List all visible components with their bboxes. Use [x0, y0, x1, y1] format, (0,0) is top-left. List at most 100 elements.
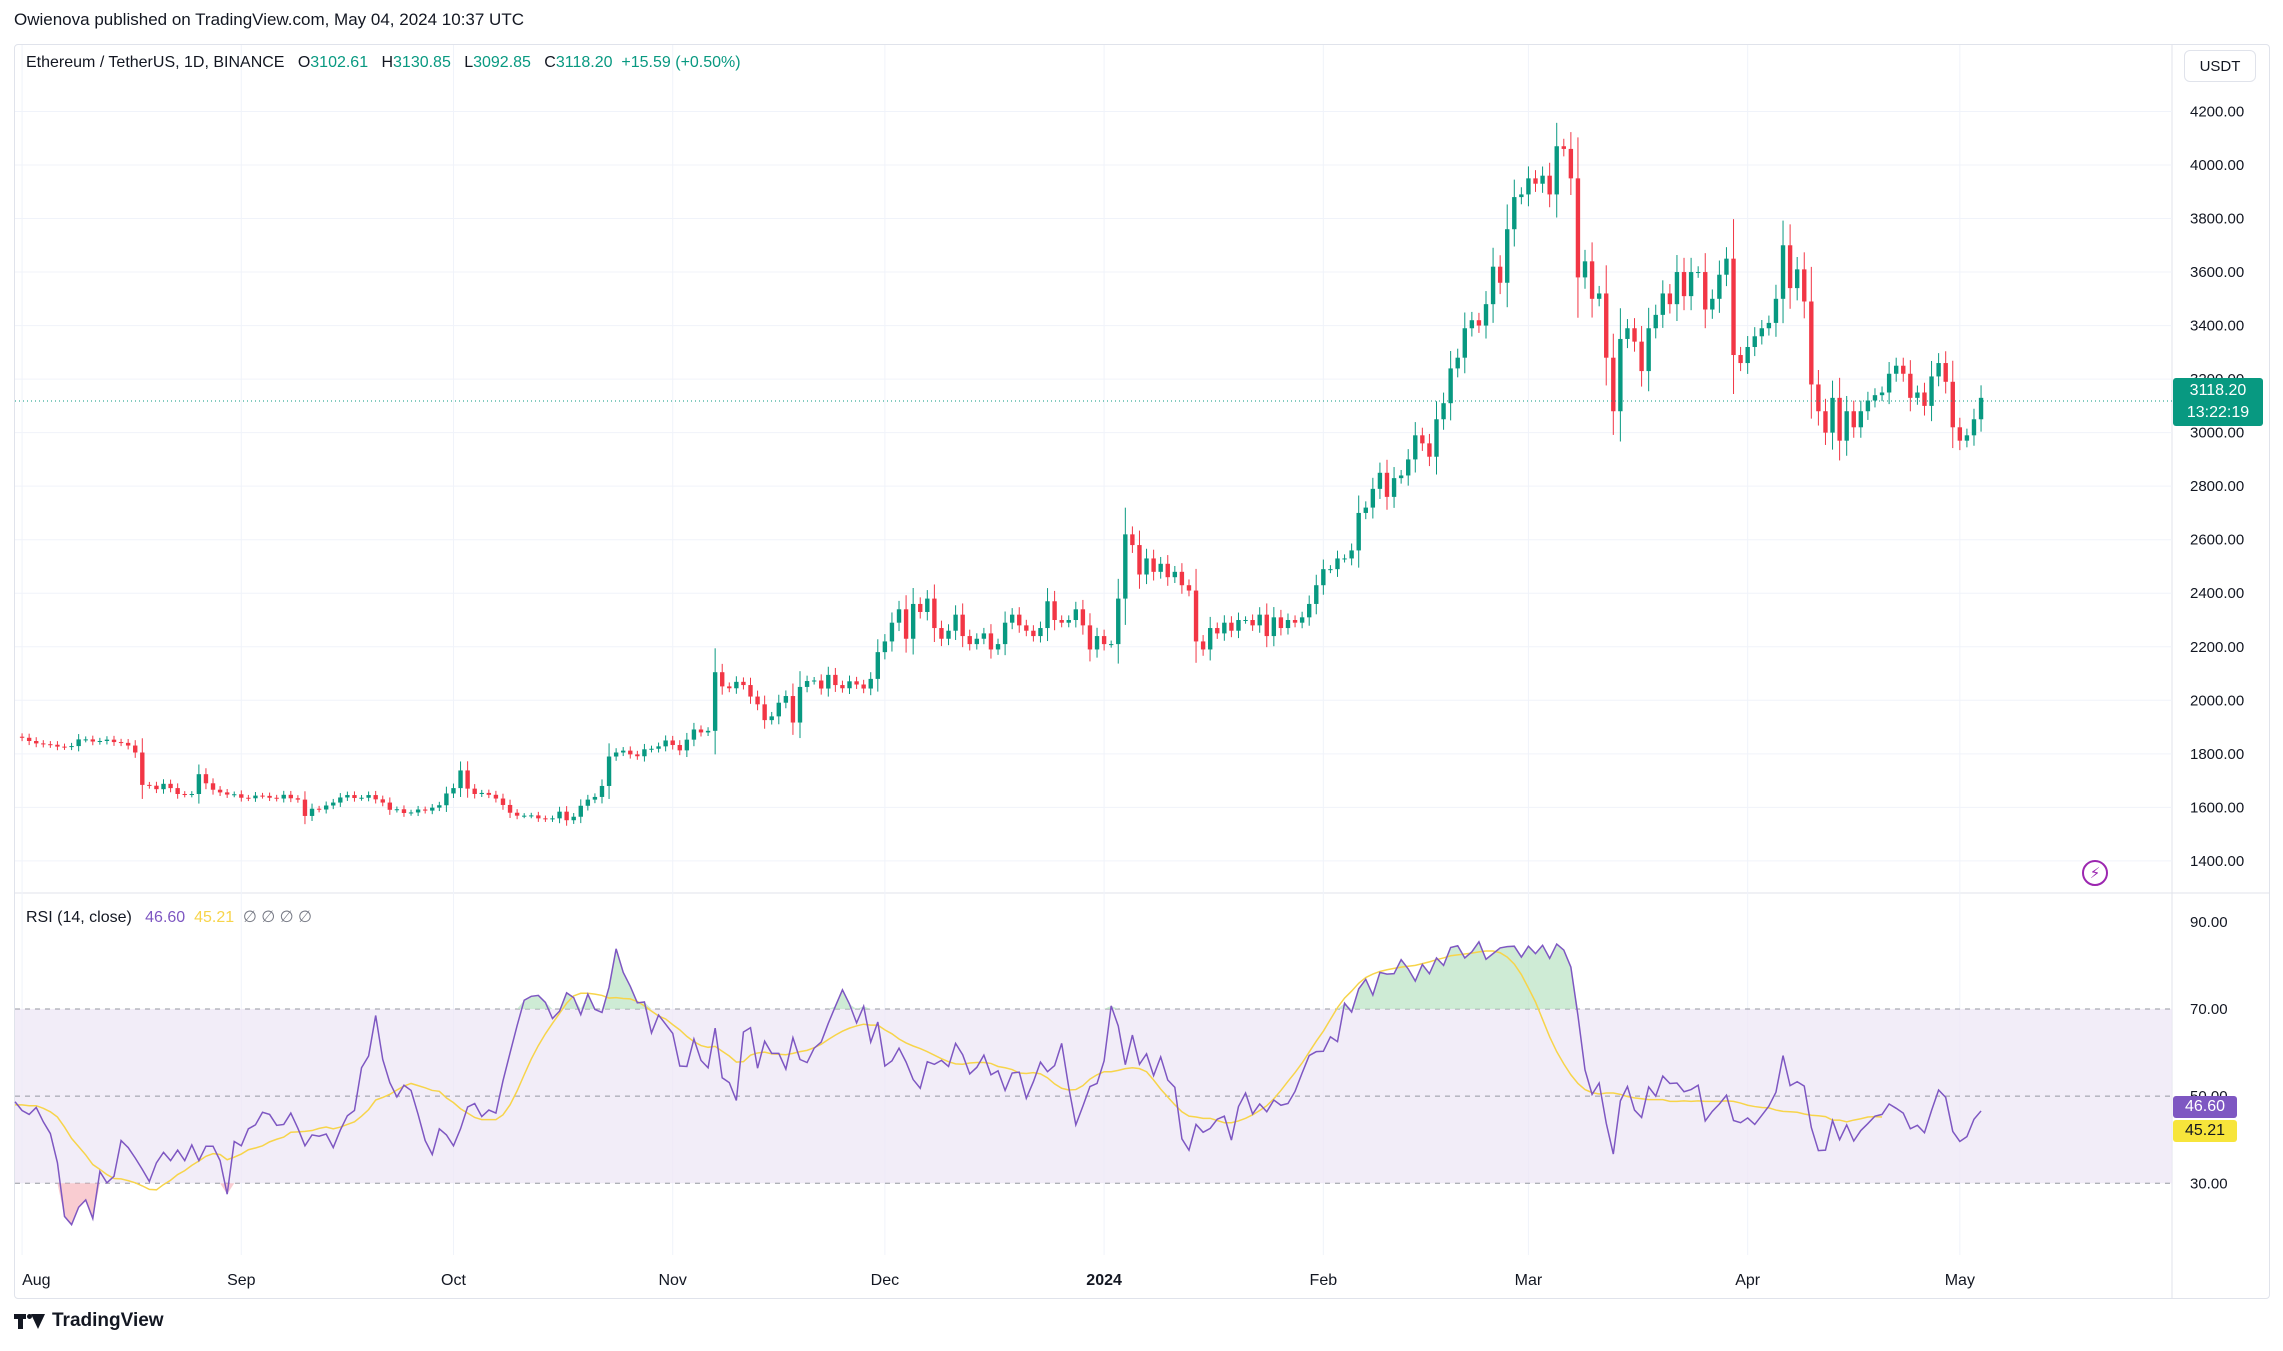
rsi-header: RSI (14, close) 46.60 45.21 ∅ ∅ ∅ ∅ [26, 907, 312, 927]
candle-body [1589, 261, 1595, 299]
candle-body [1547, 175, 1552, 195]
candle-body [882, 641, 888, 653]
candle-body [147, 784, 152, 786]
candle-body [1292, 620, 1298, 623]
candle-body [741, 681, 746, 686]
candle-body [62, 746, 67, 748]
candle-body [1526, 178, 1531, 195]
candle-body [288, 794, 294, 799]
candle-body [663, 740, 668, 747]
candle-body [1066, 620, 1071, 623]
symbol-name: Ethereum / TetherUS, 1D, BINANCE [26, 54, 285, 71]
price-tick-label: 2000.00 [2190, 692, 2244, 709]
candle-body [295, 798, 301, 800]
candle-body [712, 672, 718, 731]
candle-body [1745, 346, 1750, 364]
candle-body [1222, 622, 1227, 634]
close-value: 3118.20 [555, 54, 613, 71]
rsi-ma-tag: 45.21 [2173, 1120, 2237, 1142]
candle-body [154, 785, 159, 790]
candle-body [239, 794, 244, 798]
candle-body [635, 754, 640, 757]
candle-body [981, 633, 987, 639]
candle-body [1193, 590, 1199, 642]
candle-body [1059, 620, 1064, 623]
candle-body [1151, 558, 1156, 572]
candle-body [1469, 320, 1475, 329]
low-value: 3092.85 [473, 54, 531, 71]
candle-body [727, 686, 732, 689]
candle-body [1002, 622, 1008, 645]
candle-body [1738, 355, 1743, 364]
candle-body [585, 799, 591, 806]
candle-body [698, 729, 704, 733]
candle-body [140, 752, 145, 785]
candle-body [529, 815, 534, 817]
candle-body [833, 674, 838, 686]
candle-body [210, 783, 216, 790]
candle-body [613, 752, 619, 757]
candle-body [769, 716, 774, 721]
candle-body [1321, 569, 1326, 586]
candle-body [783, 696, 789, 703]
candle-body [649, 748, 654, 750]
candle-body [1328, 569, 1333, 571]
time-tick-label: Oct [441, 1272, 466, 1289]
candle-body [720, 672, 725, 687]
footer-brand[interactable]: TradingView [14, 1310, 164, 1332]
candle-body [430, 807, 435, 811]
candle-body [1505, 229, 1510, 283]
candle-body [1179, 571, 1185, 586]
last-price: 3118.20 [2189, 382, 2247, 399]
candle-body [656, 746, 661, 749]
candle-body [514, 812, 520, 816]
candle-body [111, 739, 117, 743]
candle-body [401, 809, 407, 813]
candle-body [1653, 314, 1658, 329]
candle-body [1957, 427, 1963, 441]
candle-body [1483, 304, 1489, 326]
candle-body [670, 740, 675, 746]
candle-body [592, 796, 598, 800]
candle-body [1780, 245, 1786, 299]
candle-body [571, 816, 576, 821]
candle-body [479, 792, 484, 794]
candle-body [1787, 245, 1793, 289]
candle-body [1731, 258, 1736, 356]
candle-body [896, 609, 902, 623]
candle-body [1250, 620, 1255, 626]
candle-body [1717, 274, 1722, 299]
candle-body [373, 795, 378, 800]
candle-body [267, 795, 272, 798]
candle-body [974, 638, 980, 645]
candle-body [1434, 419, 1439, 457]
change-value: +15.59 (+0.50%) [621, 54, 741, 71]
price-tick-label: 1600.00 [2190, 799, 2244, 816]
candle-body [500, 798, 506, 805]
symbol-header: Ethereum / TetherUS, 1D, BINANCE O3102.6… [26, 54, 741, 72]
candle-body [217, 789, 223, 793]
candle-body [1519, 194, 1524, 198]
candle-body [1837, 397, 1842, 441]
lightning-icon[interactable]: ⚡ [2082, 860, 2108, 886]
candle-body [1568, 148, 1574, 179]
currency-button[interactable]: USDT [2184, 50, 2256, 82]
rsi-tick-label: 90.00 [2190, 914, 2228, 931]
candle-body [196, 774, 202, 794]
price-tick-label: 2800.00 [2190, 478, 2244, 495]
candle-body [1476, 320, 1482, 326]
candle-body [1130, 534, 1135, 546]
time-tick-label: Nov [658, 1272, 686, 1289]
candle-body [309, 808, 315, 816]
candle-body [1724, 258, 1729, 275]
candle-body [1031, 630, 1036, 637]
candle-body [281, 794, 286, 799]
candle-body [34, 740, 39, 744]
candle-body [1172, 571, 1178, 578]
candle-body [1512, 197, 1517, 230]
candle-body [97, 740, 103, 742]
candle-body [1688, 272, 1694, 297]
price-tick-label: 1800.00 [2190, 746, 2244, 763]
candle-body [1625, 328, 1630, 339]
